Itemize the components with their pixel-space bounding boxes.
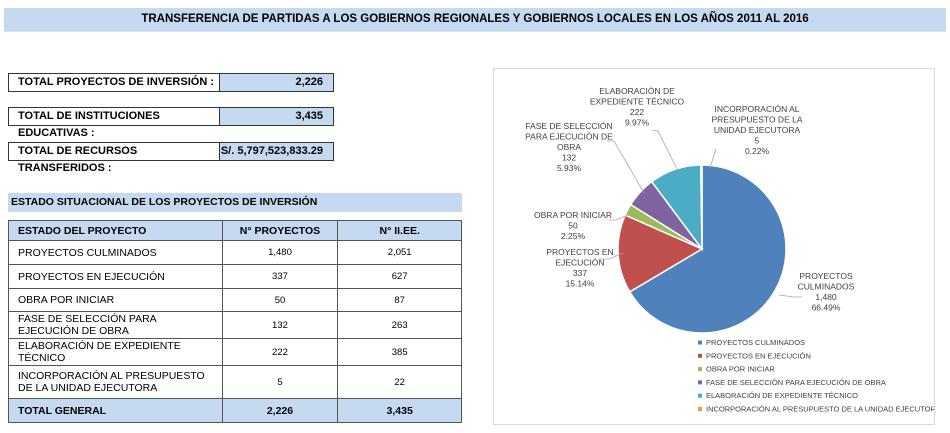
data-label: 1,480 [815,292,837,302]
data-label: 15.14% [566,279,595,289]
summary-label: TOTAL DE RECURSOS TRANSFERIDOS : [9,143,220,174]
data-label: EJECUCIÓN [555,258,604,268]
legend-entry: ELABORACIÓN DE EXPEDIENTE TÉCNICO [706,391,858,400]
leader-line [609,212,633,221]
page-title: TRANSFERENCIA DE PARTIDAS A LOS GOBIERNO… [4,8,946,32]
slice-en-ejecucion [617,214,704,293]
legend-entry: FASE DE SELECCIÓN PARA EJECUCIÓN DE OBRA [706,378,886,387]
summary-value: S/. 5,797,523,833.29 [220,143,333,160]
leader-line [778,294,802,298]
data-label: 2.25% [561,231,586,241]
cell-projects: 337 [221,264,339,289]
data-label: PARA EJECUCIÓN DE [525,132,613,142]
cell-projects: 132 [221,311,339,339]
data-label: OBRA POR INICIAR [534,210,612,220]
table-row: FASE DE SELECCIÓN PARA EJECUCIÓN DE OBRA… [8,311,462,339]
table-row: PROYECTOS EN EJECUCIÓN 337 627 [8,264,462,289]
cell-schools: 87 [337,288,462,312]
cell-schools: 2,051 [337,240,462,265]
data-label: PROYECTOS EN [546,247,613,257]
leader-line [607,140,645,194]
cell-projects: 50 [221,288,339,312]
data-label: EXPEDIENTE TÉCNICO [590,97,685,107]
cell-total-schools: 3,435 [337,398,462,423]
data-label: INCORPORACIÓN AL [714,104,799,114]
cell-total-projects: 2,226 [221,398,339,423]
data-label: OBRA [557,142,581,152]
summary-total-projects: TOTAL PROYECTOS DE INVERSIÓN : 2,226 [8,73,334,92]
cell-projects: 222 [221,338,339,366]
data-label: FASE DE SELECCIÓN [525,121,612,131]
legend-marker [698,380,702,385]
cell-status: FASE DE SELECCIÓN PARA EJECUCIÓN DE OBRA [8,311,223,339]
legend-entry: OBRA POR INICIAR [706,365,775,374]
table-row: ELABORACIÓN DE EXPEDIENTE TÉCNICO 222 385 [8,338,462,366]
legend-entry: INCORPORACIÓN AL PRESUPUESTO DE LA UNIDA… [706,405,934,414]
cell-status: PROYECTOS EN EJECUCIÓN [8,264,223,289]
table-total-row: TOTAL GENERAL 2,226 3,435 [8,398,462,423]
legend-marker [698,353,702,358]
data-label: 66.49% [812,303,841,313]
data-label: 5.93% [557,163,582,173]
table-row: OBRA POR INICIAR 50 87 [8,288,462,312]
data-label: ELABORACIÓN DE [599,86,675,96]
data-label: 337 [573,268,587,278]
cell-schools: 22 [337,365,462,399]
data-label: 9.97% [625,118,650,128]
table-header-row: ESTADO DEL PROYECTO N° PROYECTOS N° II.E… [8,220,462,241]
cell-status: OBRA POR INICIAR [8,288,223,312]
leader-line [651,129,679,172]
data-label: 132 [562,153,576,163]
header-cell: N° II.EE. [337,220,462,241]
summary-value: 2,226 [220,74,333,91]
legend-entry: PROYECTOS CULMINADOS [706,338,805,347]
cell-schools: 263 [337,311,462,339]
legend-marker [698,393,702,398]
cell-projects: 1,480 [221,240,339,265]
table-row: PROYECTOS CULMINADOS 1,480 2,051 [8,240,462,265]
slice-incorporacion [700,164,703,250]
data-label: 5 [755,136,760,146]
table-row: INCORPORACIÓN AL PRESUPUESTO DE LA UNIDA… [8,365,462,399]
section-title: ESTADO SITUACIONAL DE LOS PROYECTOS DE I… [8,193,462,212]
header-cell: ESTADO DEL PROYECTO [8,220,223,241]
pie-chart: PROYECTOS CULMINADOS 1,480 66.49% PROYECTOS … [493,68,941,425]
cell-projects: 5 [221,365,339,399]
data-label: UNIDAD EJECUTORA [714,125,801,135]
summary-value: 3,435 [220,108,333,125]
data-label: 0.22% [745,146,770,156]
data-label: 50 [568,221,578,231]
leader-line [600,252,624,260]
project-status-table: ESTADO DEL PROYECTO N° PROYECTOS N° II.E… [8,220,462,423]
summary-total-resources: TOTAL DE RECURSOS TRANSFERIDOS : S/. 5,7… [8,142,334,174]
legend-marker [698,340,702,345]
cell-schools: 627 [337,264,462,289]
data-label: CULMINADOS [798,282,855,292]
slice-culminados [628,164,787,334]
legend-marker [698,407,702,411]
summary-label: TOTAL PROYECTOS DE INVERSIÓN : [9,74,220,91]
cell-total-label: TOTAL GENERAL [8,398,223,423]
legend-entry: PROYECTOS EN EJECUCIÓN [706,351,811,360]
cell-schools: 385 [337,338,462,366]
summary-total-institutions: TOTAL DE INSTITUCIONES EDUCATIVAS : 3,43… [8,107,334,139]
legend-marker [698,367,702,372]
cell-status: ELABORACIÓN DE EXPEDIENTE TÉCNICO [8,338,223,366]
header-cell: N° PROYECTOS [221,220,339,241]
summary-label: TOTAL DE INSTITUCIONES EDUCATIVAS : [9,108,220,139]
leader-line [709,148,717,169]
data-label: PRESUPUESTO DE LA [711,115,802,125]
cell-status: INCORPORACIÓN AL PRESUPUESTO DE LA UNIDA… [8,365,223,399]
data-label: PROYECTOS [799,271,853,281]
data-label: 222 [630,107,644,117]
cell-status: PROYECTOS CULMINADOS [8,240,223,265]
